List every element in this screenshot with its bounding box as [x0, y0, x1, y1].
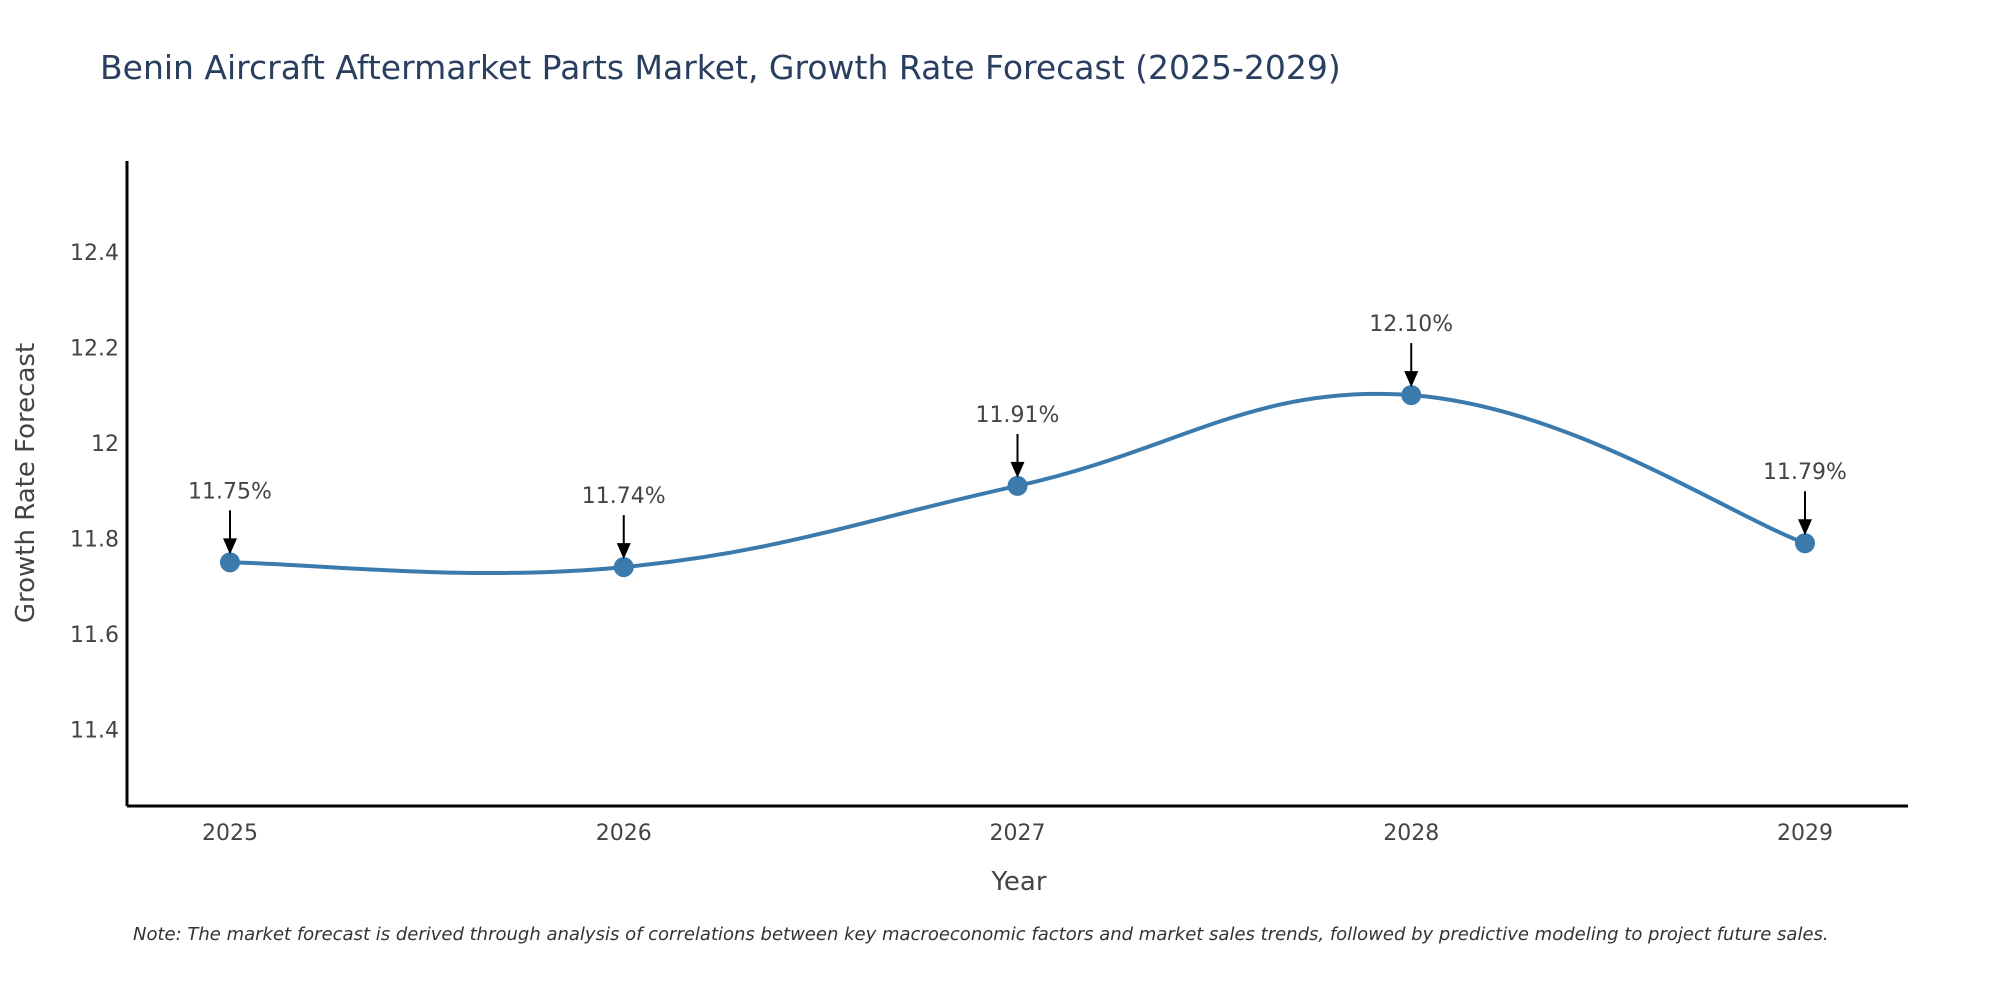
data-label: 11.79% — [1763, 460, 1847, 485]
points-layer — [220, 385, 1815, 578]
y-tick-label: 11.6 — [70, 623, 119, 648]
annotations-layer: 11.75% 11.74% 11.91% 12.10% 11.79% — [188, 312, 1847, 560]
data-point — [220, 552, 240, 573]
x-tick-label: 2025 — [202, 821, 258, 846]
annotation-arrow-head — [1010, 461, 1025, 478]
data-label: 11.75% — [188, 479, 272, 504]
y-tick-label: 12.2 — [70, 336, 119, 361]
x-tick-label: 2026 — [596, 821, 652, 846]
x-tick-labels: 2025 2026 2027 2028 2029 — [202, 821, 1833, 846]
chart-title: Benin Aircraft Aftermarket Parts Market,… — [100, 48, 1341, 87]
y-tick-label: 11.8 — [70, 527, 119, 552]
annotation-arrow-head — [1798, 519, 1812, 536]
annotation-arrow-head — [1404, 371, 1419, 388]
annotation-arrow-head — [223, 538, 237, 555]
y-tick-label: 12.4 — [70, 241, 119, 266]
x-axis-title: Year — [990, 867, 1046, 897]
data-label: 11.74% — [582, 484, 666, 509]
y-tick-label: 11.4 — [70, 719, 119, 744]
axes — [125, 161, 1908, 808]
data-point — [1007, 475, 1028, 496]
data-label: 12.10% — [1369, 312, 1453, 337]
y-tick-labels: 11.4 11.6 11.8 12 12.2 12.4 — [70, 241, 119, 744]
data-label: 11.91% — [976, 403, 1060, 428]
data-point — [613, 557, 634, 578]
x-tick-label: 2028 — [1383, 821, 1439, 846]
footnote: Note: The market forecast is derived thr… — [133, 924, 1829, 945]
annotation-arrow-head — [616, 543, 631, 560]
y-axis-title: Growth Rate Forecast — [11, 343, 41, 623]
data-point — [1795, 533, 1815, 554]
x-tick-label: 2027 — [990, 821, 1046, 846]
y-tick-label: 12 — [91, 432, 119, 457]
data-point — [1401, 385, 1422, 406]
x-tick-label: 2029 — [1777, 821, 1833, 846]
